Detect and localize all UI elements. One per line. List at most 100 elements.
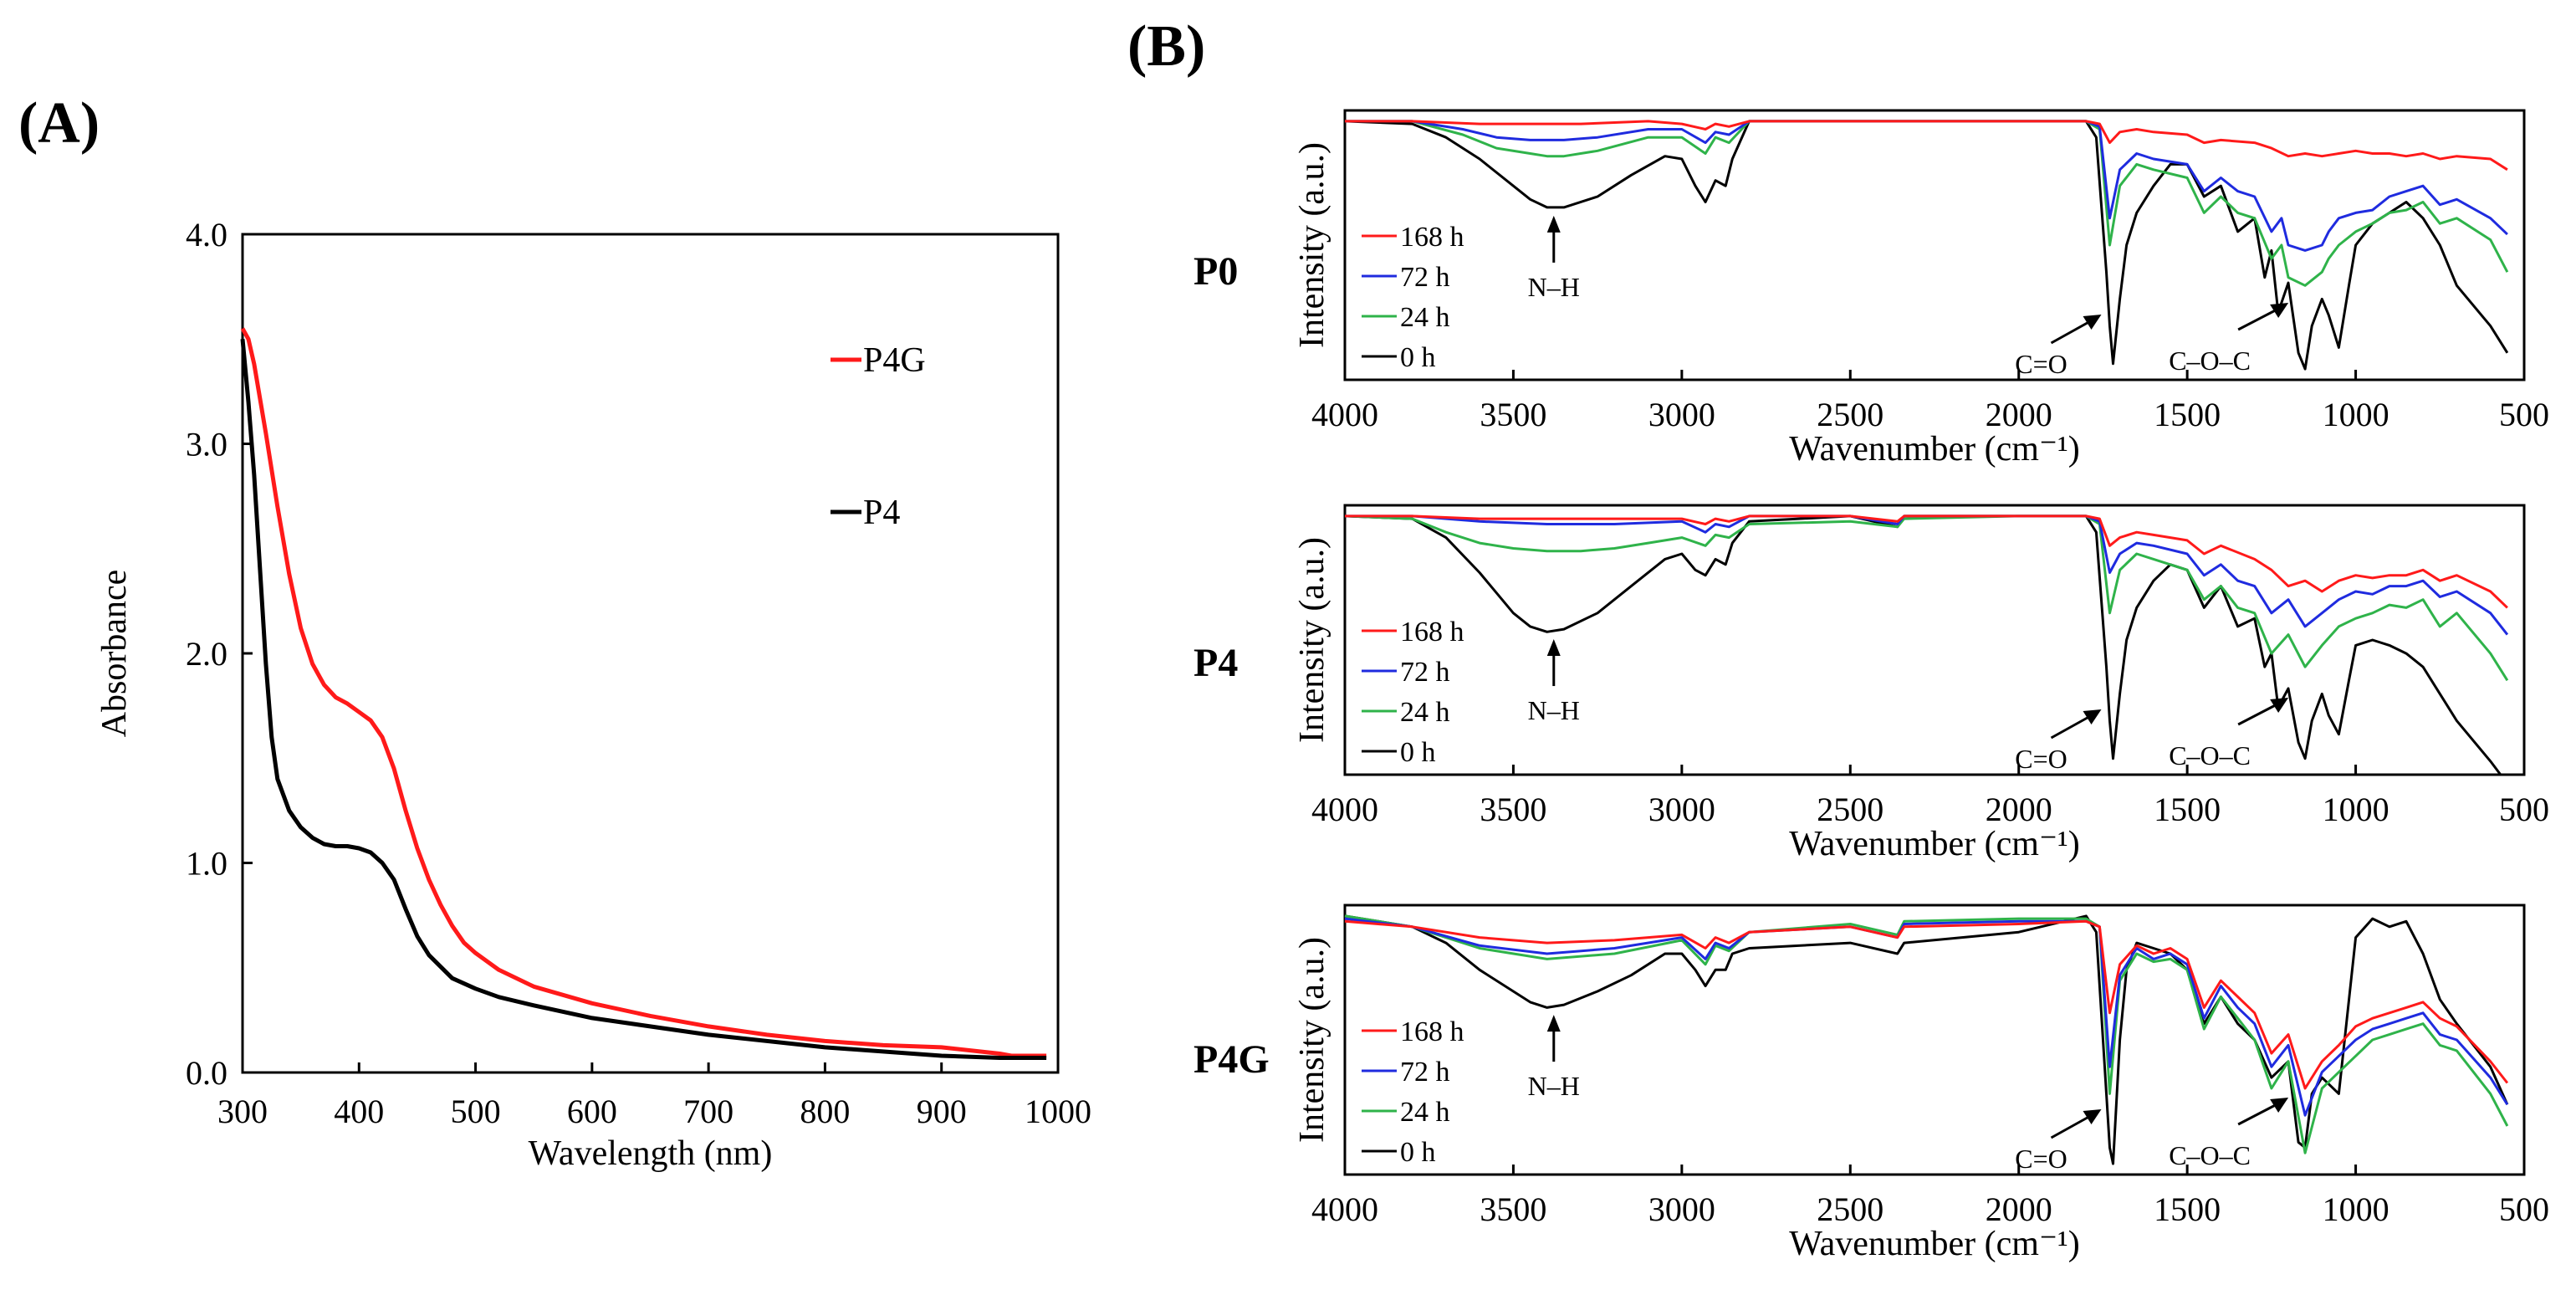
p4-x-axis-title: Wavenumber (cm⁻¹) [1789, 825, 2079, 863]
a-plot-frame [241, 233, 1060, 1074]
p4-x-tick-label: 4000 [1311, 791, 1378, 828]
chart-ftir-p4g: 4000 3500 3000 2500 2000 1500 1000 500 Wavenumbe… [1193, 904, 2549, 1263]
p0-y-axis-title: Intensity (a.u.) [1293, 142, 1331, 348]
p4g-annotation-nh: N–H [1528, 1071, 1580, 1101]
a-y-axis-title: Absorbance [95, 570, 134, 738]
chart-ftir-p4: 4000 3500 3000 2500 2000 1500 1000 500 Wavenumbe… [1193, 504, 2549, 863]
a-x-tick-label: 500 [451, 1093, 501, 1130]
p0-annotation-co: C=O [2015, 349, 2067, 379]
p0-legend-label-72h: 72 h [1400, 262, 1450, 293]
p0-legend-label-0h: 0 h [1400, 342, 1436, 373]
p4g-series-0h [1344, 914, 2509, 1165]
p4g-legend-label-0h: 0 h [1400, 1137, 1436, 1168]
p4g-legend-label-168h: 168 h [1400, 1016, 1464, 1047]
row-label-p4: P4 [1193, 641, 1238, 685]
p0-series-72h [1345, 120, 2508, 252]
p4g-legend-label-72h: 72 h [1400, 1057, 1450, 1088]
p4-series-0h [1344, 514, 2502, 776]
p0-nh-arrowhead [1546, 215, 1561, 233]
a-x-tick-label: 1000 [1025, 1093, 1091, 1130]
p0-co-arrowhead [2083, 315, 2102, 330]
p4g-x-tick-label: 1500 [2154, 1190, 2221, 1228]
a-x-tick-label: 900 [917, 1093, 967, 1130]
p4g-plot-frame [1343, 904, 2526, 1176]
panel-label-b: (B) [1127, 14, 1205, 79]
p4g-coc-arrowhead [2270, 1098, 2289, 1113]
p0-x-tick-label: 2500 [1817, 396, 1883, 433]
p4-series-168h [1345, 514, 2508, 609]
a-y-tick-label: 2.0 [186, 635, 227, 673]
p4g-x-axis-title: Wavenumber (cm⁻¹) [1789, 1225, 2079, 1263]
p4g-series-168h [1344, 919, 2509, 1090]
p4g-x-tick-label: 3000 [1648, 1190, 1715, 1228]
p4-x-tick-label: 3000 [1648, 791, 1715, 828]
p4-annotation-co: C=O [2015, 744, 2067, 774]
p0-annotation-nh: N–H [1528, 272, 1580, 302]
chart-uv-absorbance: 300 400 500 600 700 800 900 1000 0.0 1.0 2.0 3.0 4.0… [95, 216, 1091, 1173]
p4-co-arrowhead [2083, 709, 2102, 724]
p4g-x-tick-label: 3500 [1480, 1190, 1546, 1228]
p0-x-tick-label: 500 [2499, 396, 2549, 433]
p4g-legend-label-24h: 24 h [1400, 1097, 1450, 1128]
p4-x-tick-label: 1500 [2154, 791, 2221, 828]
legend-label-p4: P4 [863, 494, 900, 532]
p0-annotation-coc: C–O–C [2169, 346, 2251, 376]
p4-legend-label-24h: 24 h [1400, 697, 1450, 728]
a-y-tick-label: 1.0 [186, 845, 227, 883]
p0-plot-frame [1343, 109, 2526, 381]
p4-series-24h [1344, 514, 2509, 682]
a-x-tick-label: 700 [683, 1093, 733, 1130]
p0-x-tick-label: 3500 [1480, 396, 1546, 433]
row-label-p0: P0 [1193, 249, 1238, 294]
p4g-x-tick-label: 2500 [1817, 1190, 1883, 1228]
p4g-y-axis-title: Intensity (a.u.) [1293, 937, 1331, 1143]
p0-series-0h [1344, 120, 2509, 371]
row-label-p4g: P4G [1193, 1037, 1270, 1082]
p0-x-axis-title: Wavenumber (cm⁻¹) [1789, 430, 2079, 468]
a-x-tick-label: 300 [217, 1093, 268, 1130]
p4g-x-tick-label: 2000 [1986, 1190, 2052, 1228]
a-y-tick-label: 4.0 [186, 216, 227, 253]
a-x-tick-label: 800 [800, 1093, 850, 1130]
p4-legend-label-0h: 0 h [1400, 737, 1436, 768]
a-x-tick-label: 400 [334, 1093, 384, 1130]
p4-y-axis-title: Intensity (a.u.) [1293, 537, 1331, 743]
p0-x-tick-label: 3000 [1648, 396, 1715, 433]
p0-series-24h [1345, 120, 2509, 287]
a-y-tick-label: 3.0 [186, 426, 227, 463]
p0-x-tick-label: 2000 [1986, 396, 2052, 433]
panel-label-a: (A) [18, 91, 100, 156]
p4-series-72h [1345, 514, 2509, 636]
p4g-x-tick-label: 4000 [1311, 1190, 1378, 1228]
p0-legend-label-168h: 168 h [1400, 222, 1464, 253]
p4-x-tick-label: 2500 [1817, 791, 1883, 828]
p4-x-tick-label: 1000 [2323, 791, 2389, 828]
a-series-P4G [240, 327, 1047, 1058]
p4-legend-label-168h: 168 h [1400, 617, 1464, 648]
a-series-P4 [240, 339, 1047, 1060]
p4g-co-arrowhead [2083, 1109, 2102, 1124]
p4-annotation-coc: C–O–C [2169, 740, 2251, 770]
p0-series-168h [1345, 120, 2508, 171]
p4g-annotation-coc: C–O–C [2169, 1140, 2251, 1170]
p4-nh-arrowhead [1546, 639, 1561, 657]
p4-x-tick-label: 500 [2499, 791, 2549, 828]
p4g-series-72h [1344, 917, 2509, 1117]
legend-label-p4g: P4G [863, 341, 926, 380]
p4-x-tick-label: 3500 [1480, 791, 1546, 828]
p4g-nh-arrowhead [1546, 1015, 1561, 1032]
p4-annotation-nh: N–H [1528, 695, 1580, 725]
p4g-series-24h [1344, 914, 2509, 1154]
a-y-tick-label: 0.0 [186, 1054, 227, 1092]
p0-x-tick-label: 1500 [2154, 396, 2221, 433]
chart-ftir-p0: 4000 3500 3000 2500 2000 1500 1000 500 Wavenumbe… [1193, 109, 2549, 468]
p0-x-tick-label: 4000 [1311, 396, 1378, 433]
p4-legend-label-72h: 72 h [1400, 657, 1450, 688]
p4-coc-arrowhead [2270, 698, 2289, 713]
p4g-x-tick-label: 500 [2499, 1190, 2549, 1228]
p4-x-tick-label: 2000 [1986, 791, 2052, 828]
p0-legend-label-24h: 24 h [1400, 302, 1450, 333]
p0-x-tick-label: 1000 [2323, 396, 2389, 433]
p0-coc-arrowhead [2270, 303, 2289, 318]
